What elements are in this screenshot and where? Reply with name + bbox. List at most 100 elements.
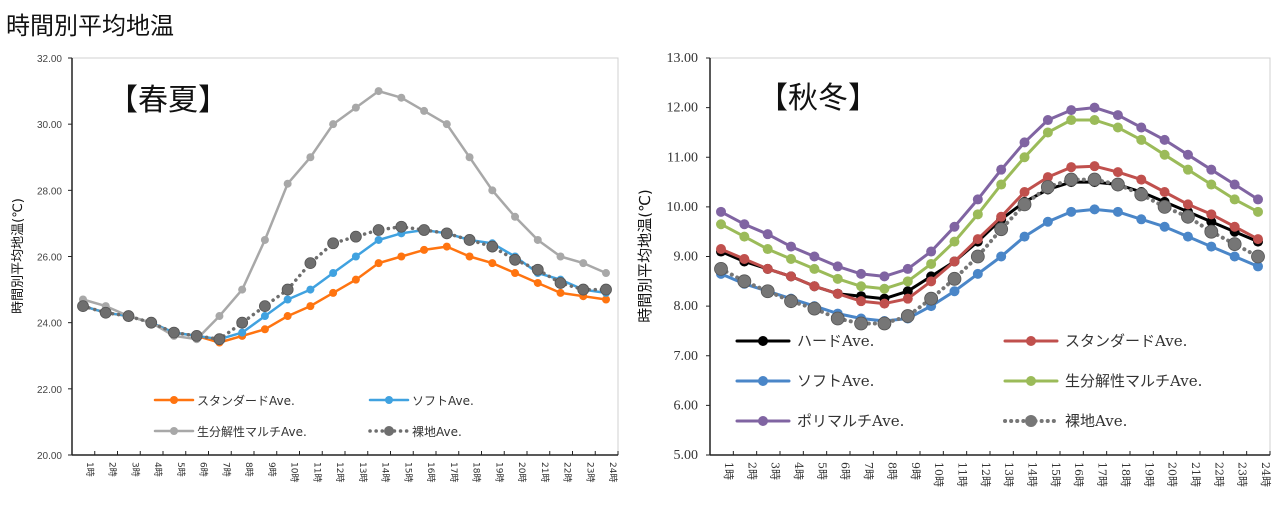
legend-entry: ソフトAve. [368, 394, 474, 408]
data-point [465, 153, 474, 162]
legend-swatch-marker [384, 426, 394, 436]
chart-title: 【春夏】 [108, 83, 228, 118]
y-axis-label: 時間別平均地温(℃) [636, 189, 654, 323]
data-point [283, 312, 292, 321]
data-point [509, 253, 521, 266]
data-point [1182, 149, 1193, 160]
x-tick-label: 1時 [722, 462, 735, 480]
series-line [81, 224, 608, 341]
data-point [716, 206, 726, 217]
data-point [739, 231, 750, 242]
x-tick-label: 3時 [129, 462, 140, 477]
data-point [807, 301, 822, 316]
data-point [902, 293, 913, 304]
data-point [1159, 149, 1170, 160]
data-point [1206, 209, 1217, 220]
legend-entry: ソフトAve. [735, 372, 874, 390]
data-point [760, 284, 775, 299]
legend-label: ソフトAve. [797, 372, 874, 390]
y-tick-label: 5.00 [674, 448, 699, 463]
data-point [168, 326, 180, 339]
y-tick-label: 11.00 [667, 150, 698, 165]
y-tick-label: 30.00 [37, 120, 62, 131]
data-point [556, 288, 565, 297]
series-2 [79, 87, 610, 344]
data-point [488, 259, 497, 268]
data-point [1019, 231, 1030, 242]
series-line [81, 89, 608, 341]
data-point [762, 229, 773, 240]
data-point [1136, 134, 1147, 145]
data-point [879, 283, 890, 294]
data-point [737, 274, 752, 289]
legend-entry: ハードAve. [735, 332, 874, 350]
data-point [716, 244, 726, 255]
legend-swatch-marker [758, 416, 768, 426]
data-point [602, 295, 610, 304]
data-point [260, 235, 269, 244]
y-tick-label: 24.00 [37, 319, 62, 330]
data-point [533, 235, 542, 244]
legend-entry: 生分解性マルチAve. [153, 425, 307, 439]
data-point [145, 316, 158, 329]
x-tick-label: 4時 [792, 462, 805, 480]
chart-spring-summer: 【春夏】 時間別平均地温(℃) 20.00 22.00 24.00 26.00 28.0… [11, 54, 619, 482]
x-tick-label: 3時 [769, 462, 782, 480]
legend-swatch-marker [1026, 376, 1036, 386]
data-point [602, 269, 610, 278]
x-tick-label: 2時 [107, 462, 118, 477]
x-tick-label: 19時 [1142, 462, 1155, 487]
data-point [374, 87, 383, 96]
x-tick-label: 20時 [1166, 462, 1179, 487]
x-tick-label: 12時 [979, 462, 992, 487]
data-point [1206, 216, 1217, 227]
data-point [972, 268, 983, 279]
data-point [1042, 216, 1053, 227]
data-point [600, 283, 612, 296]
data-point [926, 276, 937, 287]
data-point [1206, 179, 1217, 190]
data-point [1112, 110, 1123, 121]
data-point [533, 278, 542, 287]
x-tick-label: 12時 [334, 462, 345, 482]
x-tick-label: 21時 [539, 462, 550, 482]
x-tick-label: 8時 [885, 462, 898, 480]
data-point [190, 329, 203, 342]
x-tick-label: 11時 [311, 462, 322, 482]
legend-label: 裸地Ave. [412, 424, 462, 439]
x-tick-label: 15時 [402, 462, 413, 482]
y-tick-label: 32.00 [37, 54, 62, 65]
data-point [260, 325, 269, 334]
data-point [879, 271, 890, 282]
data-point [329, 120, 338, 129]
data-point [1066, 206, 1077, 217]
x-tick-label: 17時 [448, 462, 459, 482]
series-line [81, 228, 608, 341]
data-point [856, 296, 867, 307]
legend-swatch-marker [170, 427, 178, 435]
data-point [1112, 206, 1123, 217]
data-point [926, 246, 937, 257]
data-point [1134, 187, 1149, 202]
data-point [1089, 204, 1100, 215]
y-tick-label: 20.00 [37, 451, 62, 462]
x-tick-label: 13時 [357, 462, 368, 482]
series-5 [714, 172, 1265, 331]
data-point [283, 295, 292, 304]
legend-swatch-marker [385, 396, 393, 404]
data-point [972, 209, 983, 220]
data-point [556, 252, 565, 261]
data-point [739, 219, 750, 230]
data-point [786, 253, 797, 264]
data-point [809, 263, 820, 274]
data-point [854, 316, 868, 331]
data-point [786, 241, 797, 252]
x-tick-label: 24時 [607, 462, 618, 482]
data-point [856, 268, 867, 279]
data-point [397, 252, 406, 261]
y-tick-label: 28.00 [37, 186, 62, 197]
data-point [762, 244, 773, 255]
data-point [994, 222, 1009, 237]
data-point [554, 277, 567, 289]
data-point [1159, 186, 1170, 197]
